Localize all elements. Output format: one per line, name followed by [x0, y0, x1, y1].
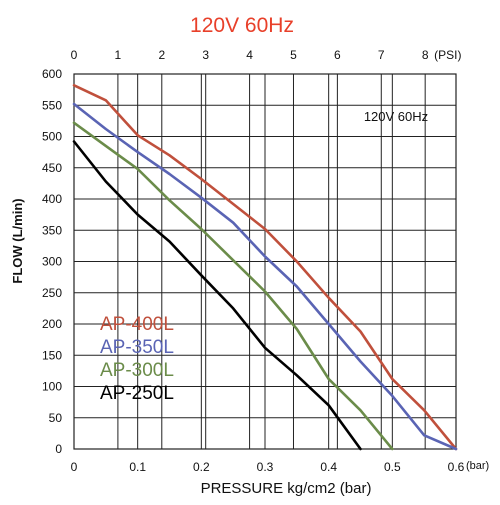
x-axis-title: PRESSURE kg/cm2 (bar): [201, 480, 372, 497]
psi-tick-label: 4: [246, 48, 253, 62]
psi-tick-label: 1: [115, 48, 122, 62]
legend-entry-ap-400l: AP-400L: [100, 314, 174, 335]
x-tick-label: 0.1: [129, 460, 146, 474]
x-tick-label: 0.5: [384, 460, 401, 474]
psi-tick-label: 5: [290, 48, 297, 62]
y-tick-label: 250: [42, 286, 62, 300]
x-tick-label: 0: [71, 460, 78, 474]
psi-unit-label: (PSI): [434, 48, 461, 62]
y-tick-label: 100: [42, 380, 62, 394]
x-tick-label: 0.6: [448, 460, 465, 474]
series-line-ap-250l: [72, 140, 362, 451]
y-tick-label: 150: [42, 348, 62, 362]
psi-tick-label: 7: [378, 48, 385, 62]
y-tick-label: 600: [42, 67, 62, 81]
x-tick-label: 0.2: [193, 460, 210, 474]
inner-condition-label: 120V 60Hz: [364, 109, 428, 124]
psi-tick-label: 8: [422, 48, 429, 62]
series-line-ap-400l: [72, 84, 458, 451]
plot-frame: [73, 73, 457, 450]
psi-tick-label: 2: [158, 48, 165, 62]
psi-tick-label: 6: [334, 48, 341, 62]
y-tick-label: 550: [42, 98, 62, 112]
y-tick-label: 300: [42, 255, 62, 269]
legend-entry-ap-350l: AP-350L: [100, 337, 174, 358]
grid-layer: [73, 73, 457, 450]
chart-title: 120V 60Hz: [190, 14, 294, 37]
y-tick-label: 400: [42, 192, 62, 206]
x-tick-label: 0.3: [257, 460, 274, 474]
series-line-ap-350l: [72, 102, 458, 451]
y-tick-label: 450: [42, 161, 62, 175]
legend-entry-ap-250l: AP-250L: [100, 383, 174, 404]
y-tick-label: 500: [42, 130, 62, 144]
y-tick-label: 200: [42, 317, 62, 331]
y-tick-label: 0: [55, 442, 62, 456]
bar-unit-label: (bar): [466, 460, 489, 472]
y-tick-label: 50: [49, 411, 63, 425]
psi-tick-label: 0: [71, 48, 78, 62]
y-axis-title: FLOW (L/min): [10, 198, 25, 283]
y-tick-label: 350: [42, 223, 62, 237]
x-tick-label: 0.4: [320, 460, 337, 474]
series-line-ap-300l: [72, 121, 394, 451]
series-layer: [72, 84, 458, 451]
psi-tick-label: 3: [202, 48, 209, 62]
legend-entry-ap-300l: AP-300L: [100, 360, 174, 381]
